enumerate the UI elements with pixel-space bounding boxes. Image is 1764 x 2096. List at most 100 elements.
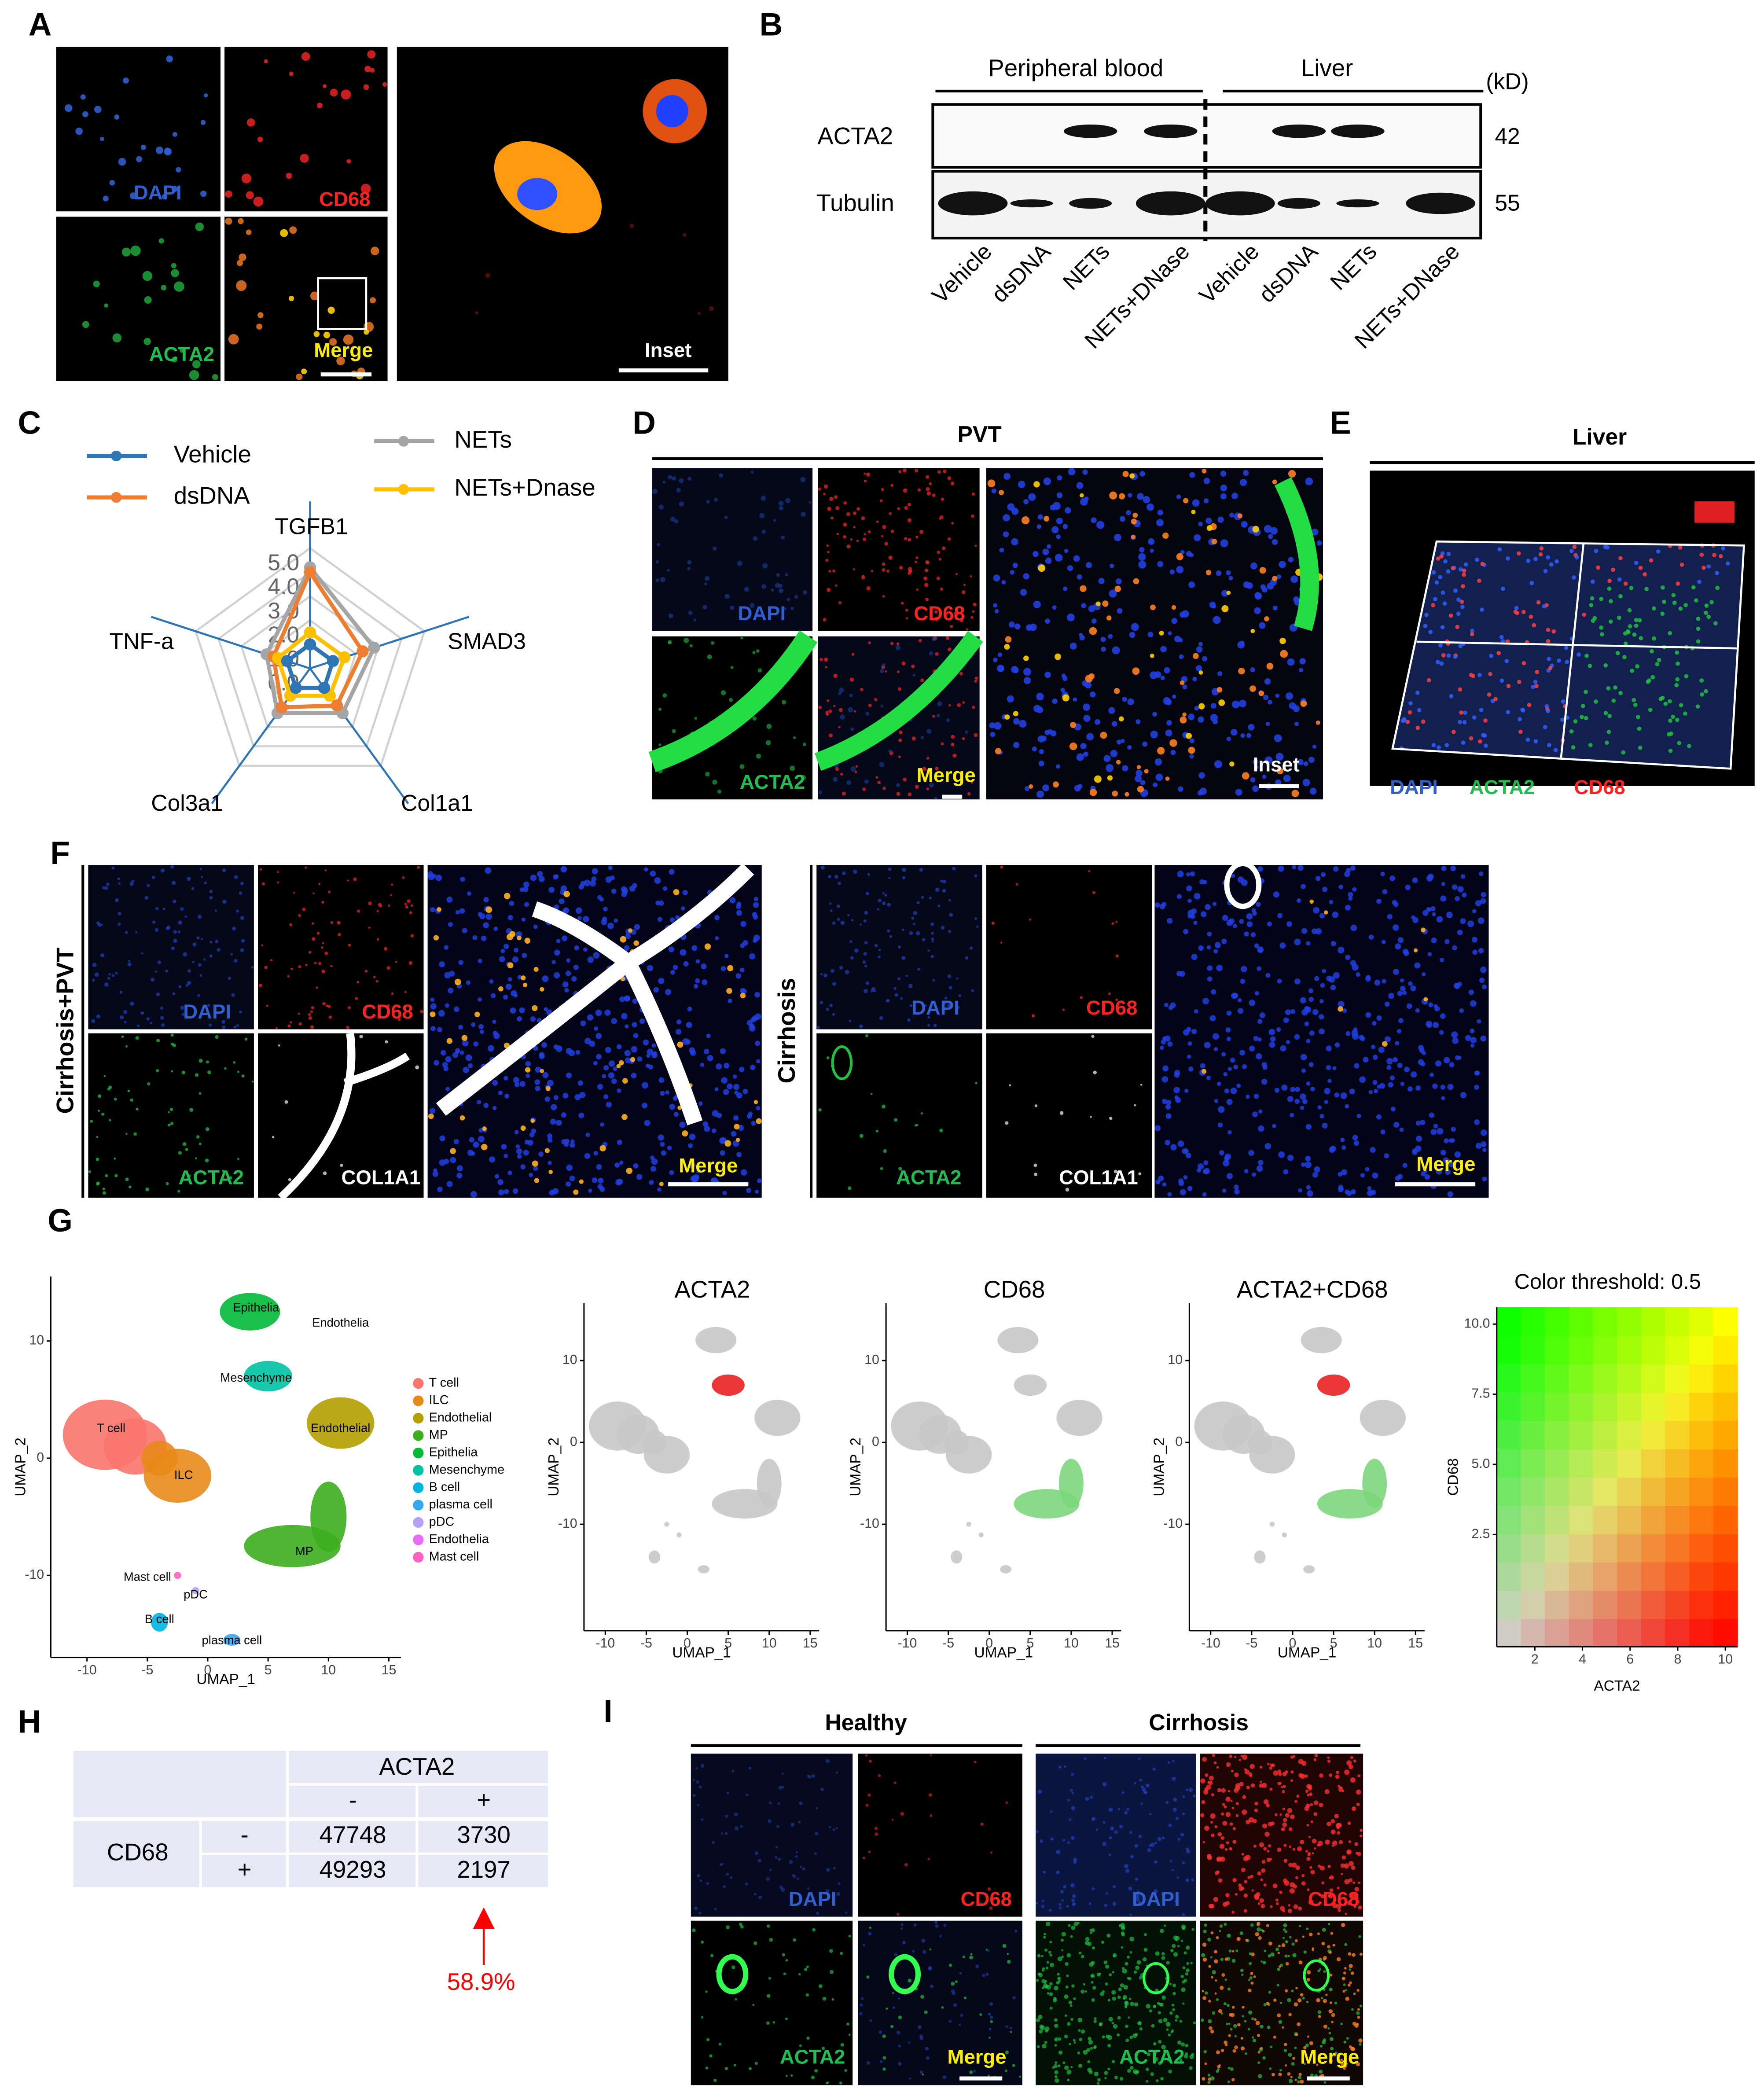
cell-signal bbox=[801, 775, 806, 780]
cell-signal bbox=[222, 1169, 225, 1173]
cell-signal bbox=[1481, 1129, 1487, 1136]
cell-signal bbox=[1349, 1968, 1351, 1971]
cell-signal bbox=[171, 269, 179, 277]
cell-signal bbox=[756, 1106, 761, 1111]
cell-signal bbox=[1314, 1754, 1318, 1758]
cell-signal bbox=[1264, 678, 1271, 685]
cell-signal bbox=[1067, 2022, 1071, 2026]
heatmap-cell bbox=[1496, 1505, 1521, 1534]
cell-signal bbox=[637, 1056, 643, 1062]
cell-signal bbox=[545, 1086, 551, 1091]
cell-signal bbox=[512, 956, 519, 963]
cell-signal bbox=[566, 971, 571, 976]
cell-signal bbox=[1397, 937, 1404, 943]
cell-signal bbox=[507, 915, 513, 920]
cell-signal bbox=[1343, 1983, 1346, 1986]
cell-signal bbox=[1301, 1068, 1306, 1073]
cell-signal bbox=[1177, 871, 1184, 878]
cell-signal bbox=[639, 1018, 645, 1024]
cell-signal bbox=[1070, 2066, 1073, 2068]
cell-signal bbox=[461, 1035, 468, 1041]
cell-signal bbox=[1422, 910, 1429, 916]
heatmap-cell bbox=[1713, 1392, 1738, 1421]
cell-signal bbox=[1182, 1812, 1185, 1816]
cell-signal bbox=[882, 525, 886, 529]
cell-signal bbox=[624, 1050, 631, 1056]
cell-signal bbox=[1176, 971, 1182, 977]
cell-signal bbox=[1297, 759, 1304, 765]
cell-signal bbox=[710, 641, 715, 645]
y-axis-label: CD68 bbox=[1445, 1458, 1461, 1496]
cell-signal bbox=[174, 281, 184, 292]
cell-signal bbox=[862, 787, 866, 791]
cell-signal bbox=[921, 1112, 923, 1114]
cell-signal bbox=[1305, 1155, 1311, 1162]
cell-signal bbox=[313, 331, 320, 337]
cell-signal bbox=[1011, 507, 1019, 515]
cell-signal bbox=[1591, 618, 1595, 623]
cell-signal bbox=[1067, 1841, 1070, 1844]
cell-signal bbox=[1341, 1873, 1343, 1875]
cell-signal bbox=[1229, 761, 1235, 767]
cell-signal bbox=[1293, 596, 1299, 603]
cell-signal bbox=[1632, 698, 1636, 702]
cell-signal bbox=[1225, 1812, 1231, 1817]
cell-signal bbox=[832, 1828, 835, 1831]
cell-signal bbox=[1308, 757, 1315, 763]
cell-signal bbox=[1039, 749, 1044, 754]
cell-signal bbox=[1349, 2045, 1352, 2048]
cell-signal bbox=[1267, 582, 1274, 590]
cell-signal bbox=[1480, 898, 1486, 904]
cell-signal bbox=[1191, 2052, 1194, 2056]
cell-signal bbox=[660, 577, 665, 582]
legend-label: Epithelia bbox=[429, 1445, 478, 1460]
cell-signal bbox=[1177, 2040, 1182, 2045]
cell-signal bbox=[1258, 1160, 1264, 1166]
cell-signal bbox=[1237, 876, 1244, 883]
cell-signal bbox=[658, 743, 662, 746]
cell-signal bbox=[1514, 606, 1519, 610]
cell-signal bbox=[1278, 2072, 1282, 2077]
heatmap-cell bbox=[1641, 1533, 1666, 1563]
cell-signal bbox=[1037, 1972, 1041, 1976]
cell-signal bbox=[904, 1863, 908, 1867]
cell-signal bbox=[920, 735, 924, 739]
cell-signal bbox=[1189, 738, 1194, 743]
cell-signal bbox=[1275, 1898, 1279, 1902]
cell-signal bbox=[355, 997, 358, 1000]
cell-signal bbox=[667, 569, 670, 572]
cell-signal bbox=[1449, 1062, 1455, 1068]
cell-signal bbox=[529, 1173, 533, 1177]
cell-signal bbox=[851, 919, 854, 922]
cell-signal bbox=[804, 1967, 808, 1971]
vessel bbox=[831, 1045, 853, 1080]
cell-signal bbox=[893, 987, 897, 990]
cell-signal bbox=[700, 1063, 705, 1067]
cell-signal bbox=[934, 610, 938, 614]
cell-signal bbox=[1496, 651, 1501, 655]
cell-signal bbox=[107, 977, 110, 980]
cell-signal bbox=[310, 291, 319, 301]
cell-signal bbox=[971, 514, 974, 518]
cell-signal bbox=[1229, 512, 1235, 518]
cell-signal bbox=[724, 2067, 728, 2070]
cell-signal bbox=[781, 1888, 785, 1892]
cell-signal bbox=[886, 2007, 888, 2010]
cell-signal bbox=[102, 886, 105, 890]
cell-signal bbox=[430, 997, 435, 1002]
cell-signal bbox=[1222, 1188, 1227, 1193]
cell-signal bbox=[1506, 710, 1510, 714]
cell-signal bbox=[1319, 1968, 1322, 1971]
cell-signal bbox=[390, 883, 393, 886]
cell-signal bbox=[1162, 1182, 1167, 1187]
cell-signal bbox=[956, 1006, 960, 1009]
cell-signal bbox=[1198, 642, 1203, 647]
cell-signal bbox=[722, 1191, 727, 1195]
cluster bbox=[1303, 1565, 1315, 1574]
cell-signal bbox=[1049, 1963, 1054, 1967]
cell-signal bbox=[1415, 690, 1420, 695]
cell-signal bbox=[1240, 733, 1245, 738]
cell-signal bbox=[1198, 1163, 1204, 1170]
cell-signal bbox=[1453, 588, 1458, 593]
legend-marker bbox=[413, 1430, 424, 1441]
